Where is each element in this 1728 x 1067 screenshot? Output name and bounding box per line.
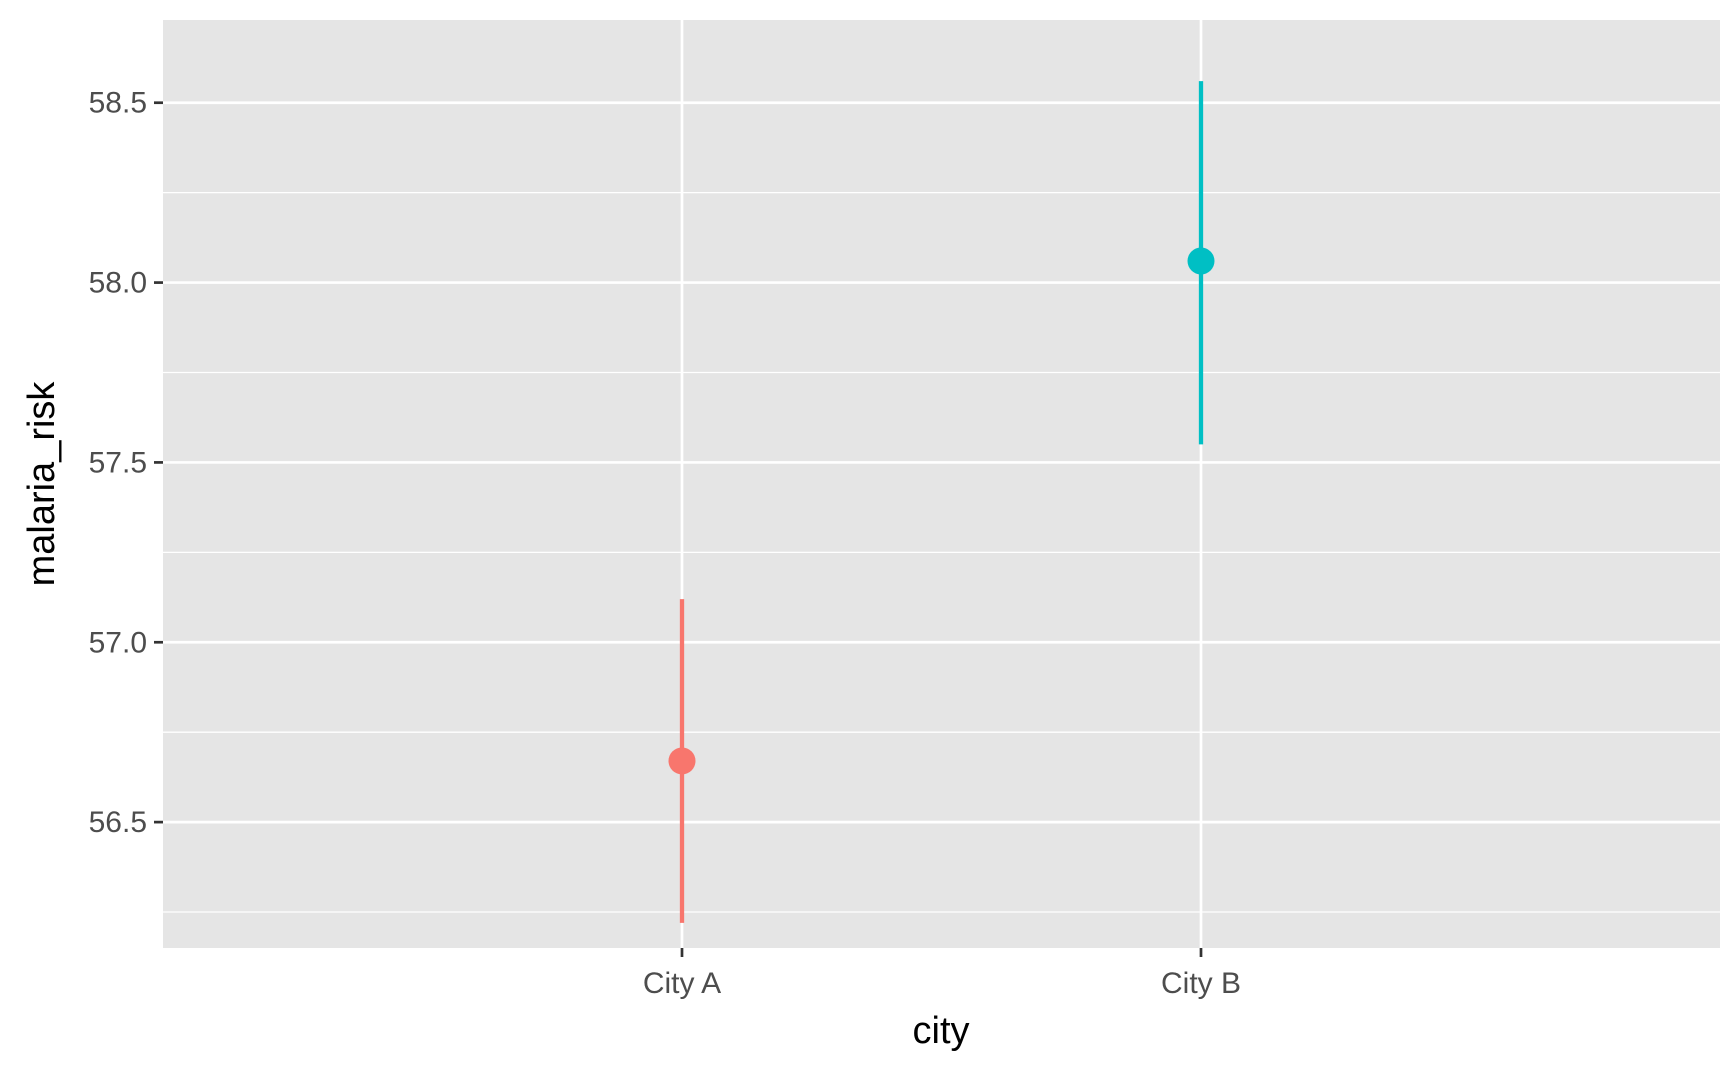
y-tick-label: 58.5 [89,87,147,120]
y-tick-label: 57.5 [89,446,147,479]
y-tick-label: 58.0 [89,267,147,300]
panel-background [163,20,1720,948]
data-marks [668,81,1215,923]
x-axis-title: city [913,1010,970,1052]
point-estimate [1187,247,1215,275]
x-axis: City A City B [643,948,1241,1000]
point-estimate [668,747,696,775]
y-axis: 56.5 57.0 57.5 58.0 58.5 [89,87,163,839]
minor-gridlines [163,192,1720,913]
x-tick-label: City A [643,967,721,1000]
y-tick-label: 56.5 [89,806,147,839]
y-axis-title: malaria_risk [21,381,63,587]
x-tick-label: City B [1161,967,1241,1000]
y-tick-label: 57.0 [89,626,147,659]
